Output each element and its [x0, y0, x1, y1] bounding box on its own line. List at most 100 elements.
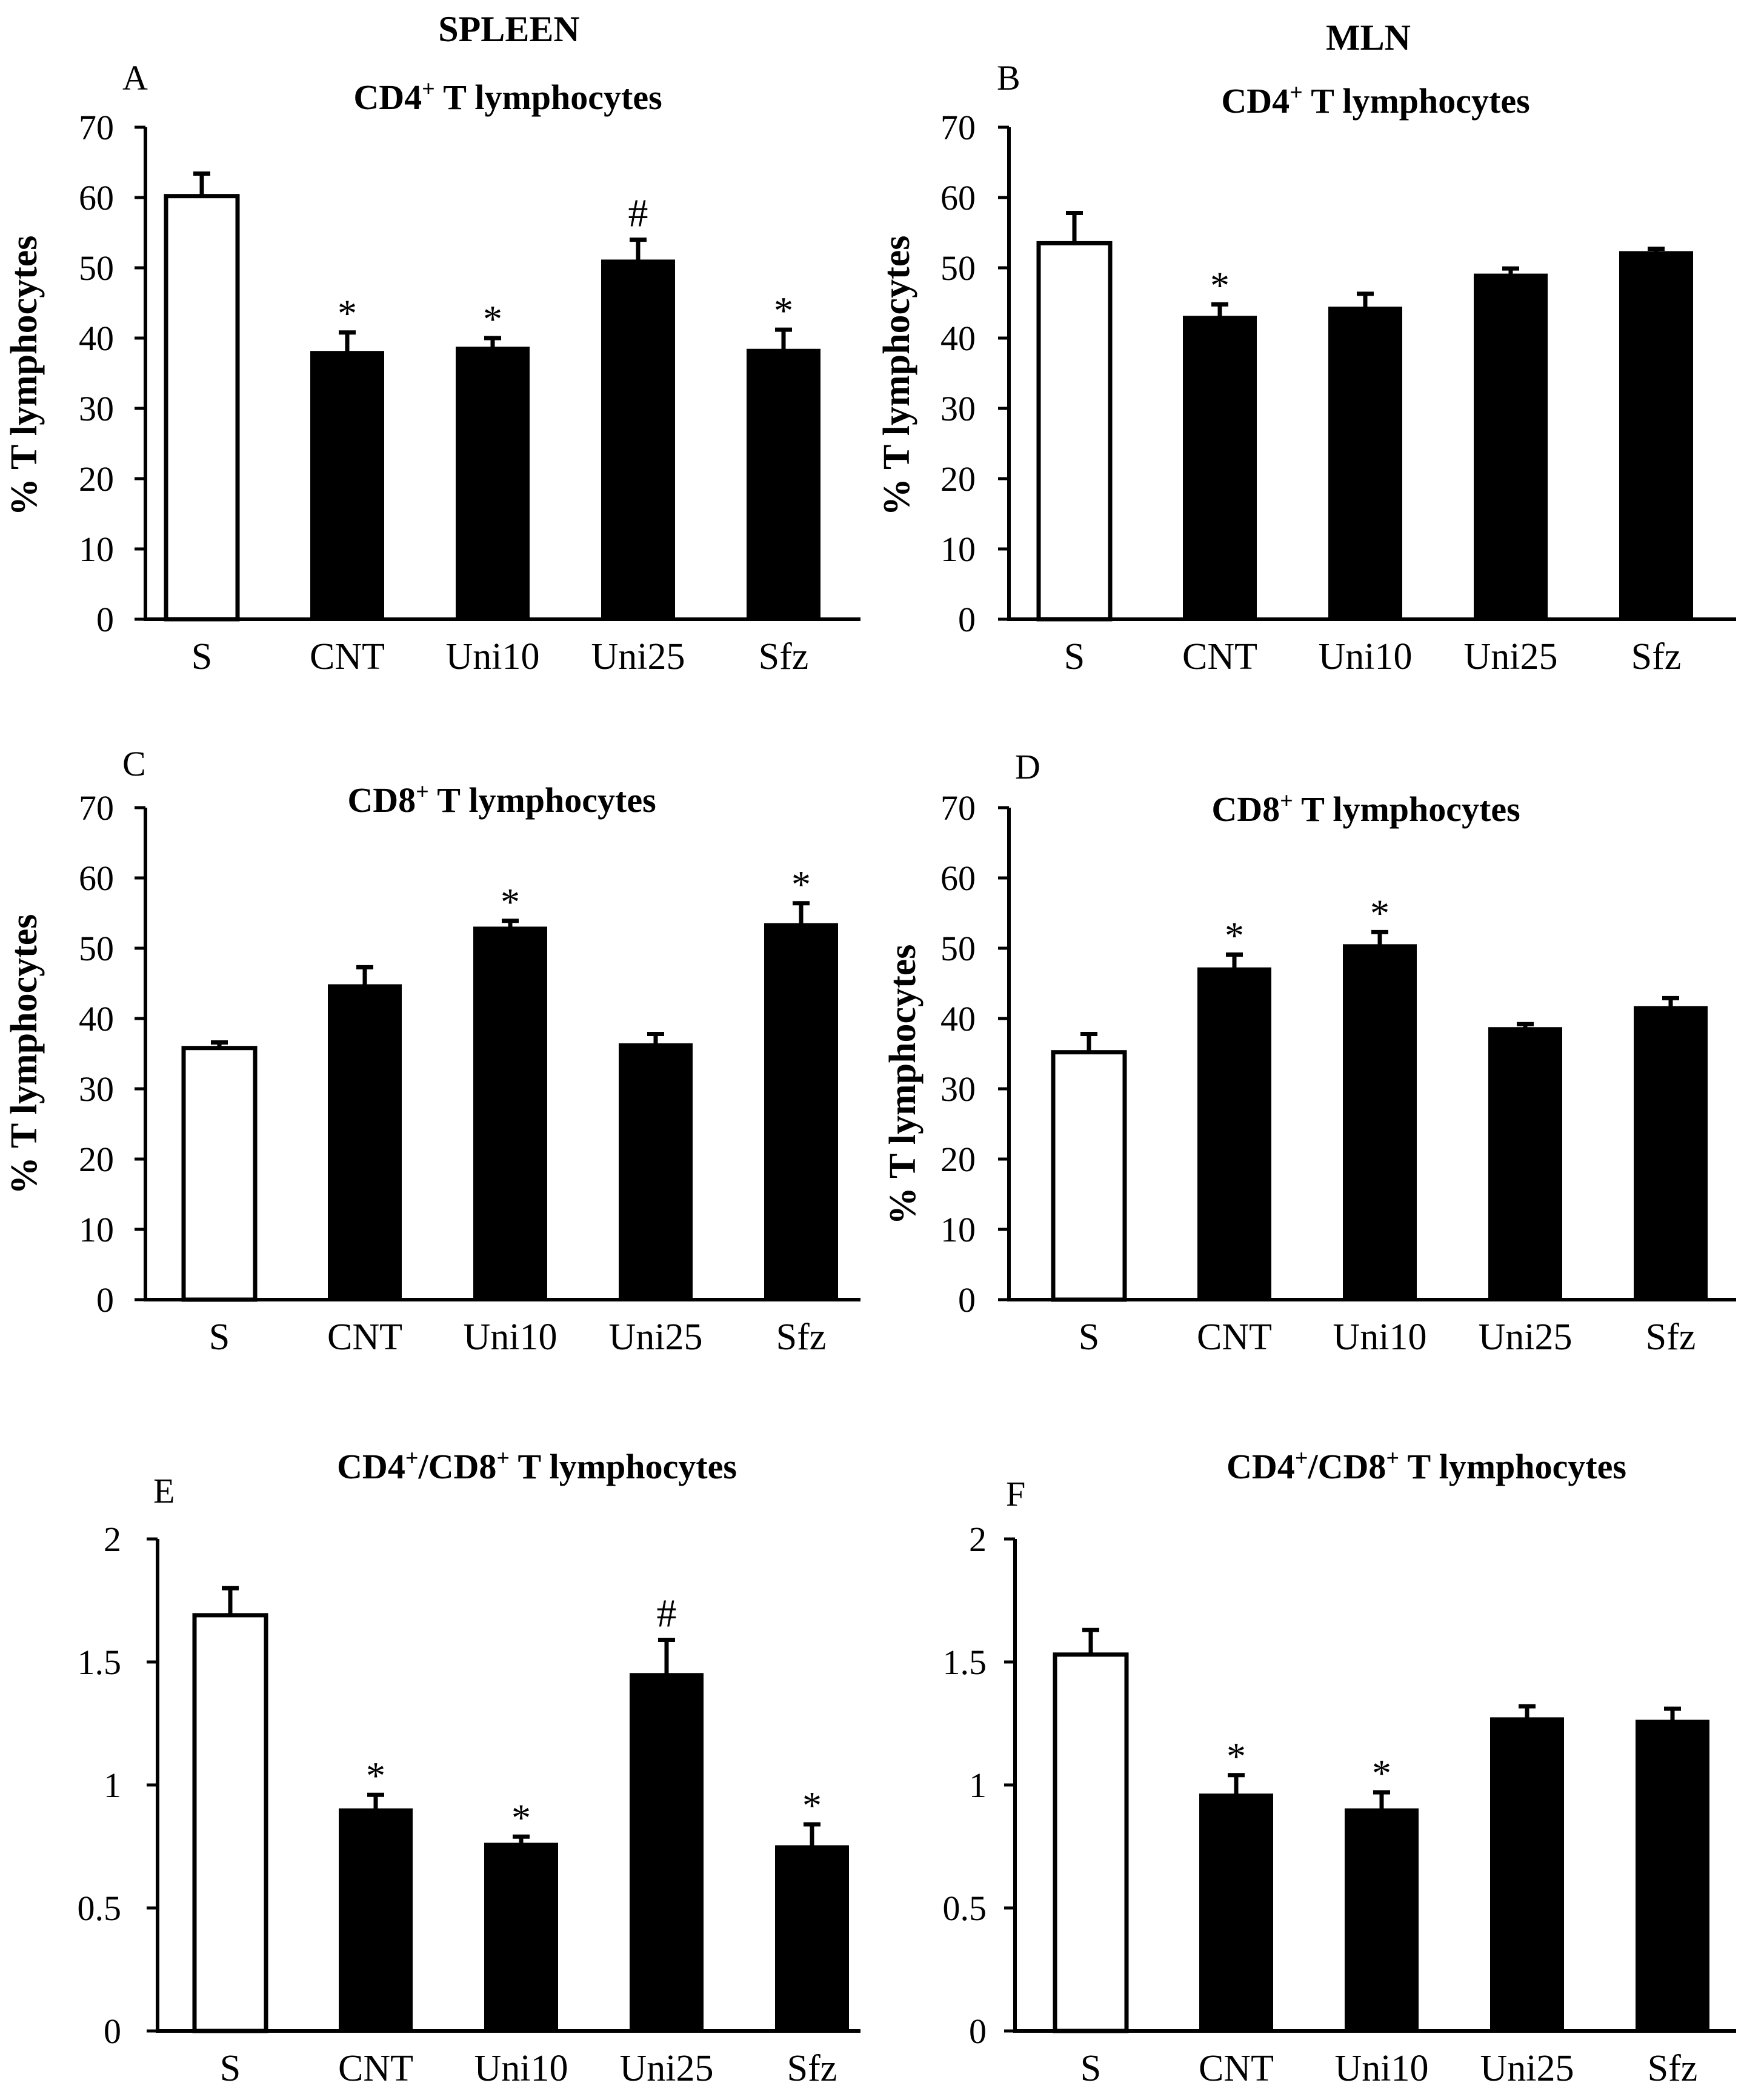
x-category-label: Uni25: [1480, 2048, 1574, 2089]
x-category-label: Uni10: [1333, 1317, 1427, 1358]
bar-cnt: [1199, 1793, 1273, 2032]
y-tick-label: 50: [79, 929, 114, 968]
bar-s: [1053, 1652, 1129, 2033]
bar-sfz: [747, 348, 820, 620]
y-tick-label: 70: [940, 108, 976, 147]
y-tick-label: 20: [940, 1140, 976, 1179]
annotation-asterisk: *: [338, 292, 357, 335]
y-tick-label: 1.5: [943, 1643, 987, 1682]
bar-uni10: [484, 1843, 558, 2032]
x-category-label: Uni10: [1335, 2048, 1429, 2089]
x-category-label: CNT: [327, 1317, 402, 1358]
x-category-label: Uni10: [1319, 636, 1413, 677]
bar-uni25: [1474, 273, 1548, 621]
panel-title: CD4+ T lymphocytes: [353, 76, 662, 117]
y-tick-label: 30: [79, 1069, 114, 1109]
y-tick-label: 10: [79, 530, 114, 569]
y-tick-label: 0.5: [78, 1889, 122, 1928]
y-tick-label: 10: [940, 530, 976, 569]
y-tick-label: 0: [104, 2012, 121, 2051]
y-tick-label: 0: [96, 1280, 114, 1320]
panel-e: E CD4+/CD8+ T lymphocytes 0 0.5 1 1.5 2 S CNT * Un…: [78, 1446, 860, 2089]
panel-letter: A: [122, 58, 148, 98]
bar-uni25: [1488, 1027, 1562, 1301]
x-category-label: Sfz: [1648, 2048, 1698, 2089]
annotation-asterisk: *: [483, 297, 502, 341]
y-tick-label: 40: [940, 999, 976, 1039]
annotation-asterisk: *: [511, 1796, 531, 1839]
y-tick-label: 30: [79, 389, 114, 428]
panel-letter: C: [122, 744, 146, 783]
x-category-label: Sfz: [1646, 1317, 1696, 1358]
bar-cnt: [328, 984, 402, 1301]
x-category-label: S: [1064, 636, 1085, 677]
x-category-label: CNT: [1199, 2048, 1274, 2089]
y-tick-label: 0: [958, 600, 976, 639]
y-tick-label: 30: [940, 389, 976, 428]
annotation-asterisk: *: [1210, 264, 1230, 307]
x-category-label: CNT: [1182, 636, 1257, 677]
panel-f: F CD4+/CD8+ T lymphocytes 0 0.5 1 1.5 2 S CNT * Un…: [943, 1446, 1736, 2089]
x-category-label: Uni25: [609, 1317, 703, 1358]
y-tick-label: 0: [96, 600, 114, 639]
panel-letter: D: [1015, 747, 1040, 786]
bar-uni25: [1490, 1717, 1564, 2032]
y-tick-label: 60: [79, 178, 114, 218]
annotation-asterisk: *: [1225, 914, 1244, 957]
x-category-label: Uni25: [620, 2048, 714, 2089]
y-tick-label: 1: [104, 1766, 121, 1805]
x-category-label: Uni25: [591, 636, 685, 677]
y-tick-label: 60: [940, 178, 976, 218]
annotation-asterisk: *: [366, 1754, 385, 1797]
annotation-asterisk: *: [791, 863, 811, 906]
y-tick-label: 10: [79, 1210, 114, 1249]
x-category-label: CNT: [1197, 1317, 1272, 1358]
y-tick-label: 10: [940, 1210, 976, 1249]
panel-a: A CD4+ T lymphocytes % T lymphocytes 0 10 20 3…: [4, 58, 860, 677]
y-axis-title: % T lymphocytes: [4, 914, 45, 1195]
bar-cnt: [339, 1808, 413, 2033]
annotation-asterisk: *: [501, 880, 520, 923]
panel-b: B CD4+ T lymphocytes % T lymphocytes 0 10 20 3…: [876, 58, 1736, 677]
bar-uni10: [473, 926, 547, 1301]
bar-s: [1051, 1050, 1127, 1302]
panel-letter: F: [1006, 1474, 1025, 1514]
y-tick-label: 40: [940, 319, 976, 358]
bar-uni10: [1343, 944, 1417, 1301]
bar-sfz: [775, 1845, 849, 2032]
panel-title: CD4+/CD8+ T lymphocytes: [1226, 1446, 1626, 1486]
x-category-label: S: [1080, 2048, 1101, 2089]
y-tick-label: 1.5: [78, 1643, 122, 1682]
bar-sfz: [1619, 251, 1693, 621]
panel-title: CD4+/CD8+ T lymphocytes: [337, 1446, 737, 1486]
y-tick-label: 2: [969, 1520, 987, 1559]
bar-sfz: [1636, 1720, 1709, 2032]
bar-s: [164, 194, 240, 622]
panel-d: D CD8+ T lymphocytes % T lymphocytes 0 10 20 3…: [882, 747, 1736, 1358]
column-heading-mln: MLN: [1326, 18, 1411, 58]
x-category-label: S: [220, 2048, 241, 2089]
x-category-label: Sfz: [1631, 636, 1682, 677]
x-category-label: Uni10: [474, 2048, 568, 2089]
y-tick-label: 50: [79, 248, 114, 288]
bar-uni25: [619, 1043, 693, 1301]
bar-sfz: [764, 923, 838, 1301]
annotation-hash: #: [628, 191, 648, 236]
panel-title: CD8+ T lymphocytes: [1211, 788, 1520, 829]
x-category-label: S: [1079, 1317, 1099, 1358]
panel-title: CD8+ T lymphocytes: [347, 779, 656, 820]
bar-uni10: [456, 347, 530, 620]
y-tick-label: 60: [940, 859, 976, 898]
x-category-label: Sfz: [787, 2048, 837, 2089]
bar-cnt: [1183, 316, 1257, 620]
x-category-label: CNT: [338, 2048, 413, 2089]
y-tick-label: 1: [969, 1766, 987, 1805]
y-axis-title: % T lymphocytes: [4, 236, 45, 516]
y-tick-label: 60: [79, 859, 114, 898]
x-category-label: Sfz: [759, 636, 809, 677]
y-tick-label: 40: [79, 999, 114, 1039]
x-category-label: S: [191, 636, 212, 677]
panel-title: CD4+ T lymphocytes: [1221, 80, 1529, 121]
y-tick-label: 0: [969, 2012, 987, 2051]
annotation-asterisk: *: [774, 289, 793, 332]
